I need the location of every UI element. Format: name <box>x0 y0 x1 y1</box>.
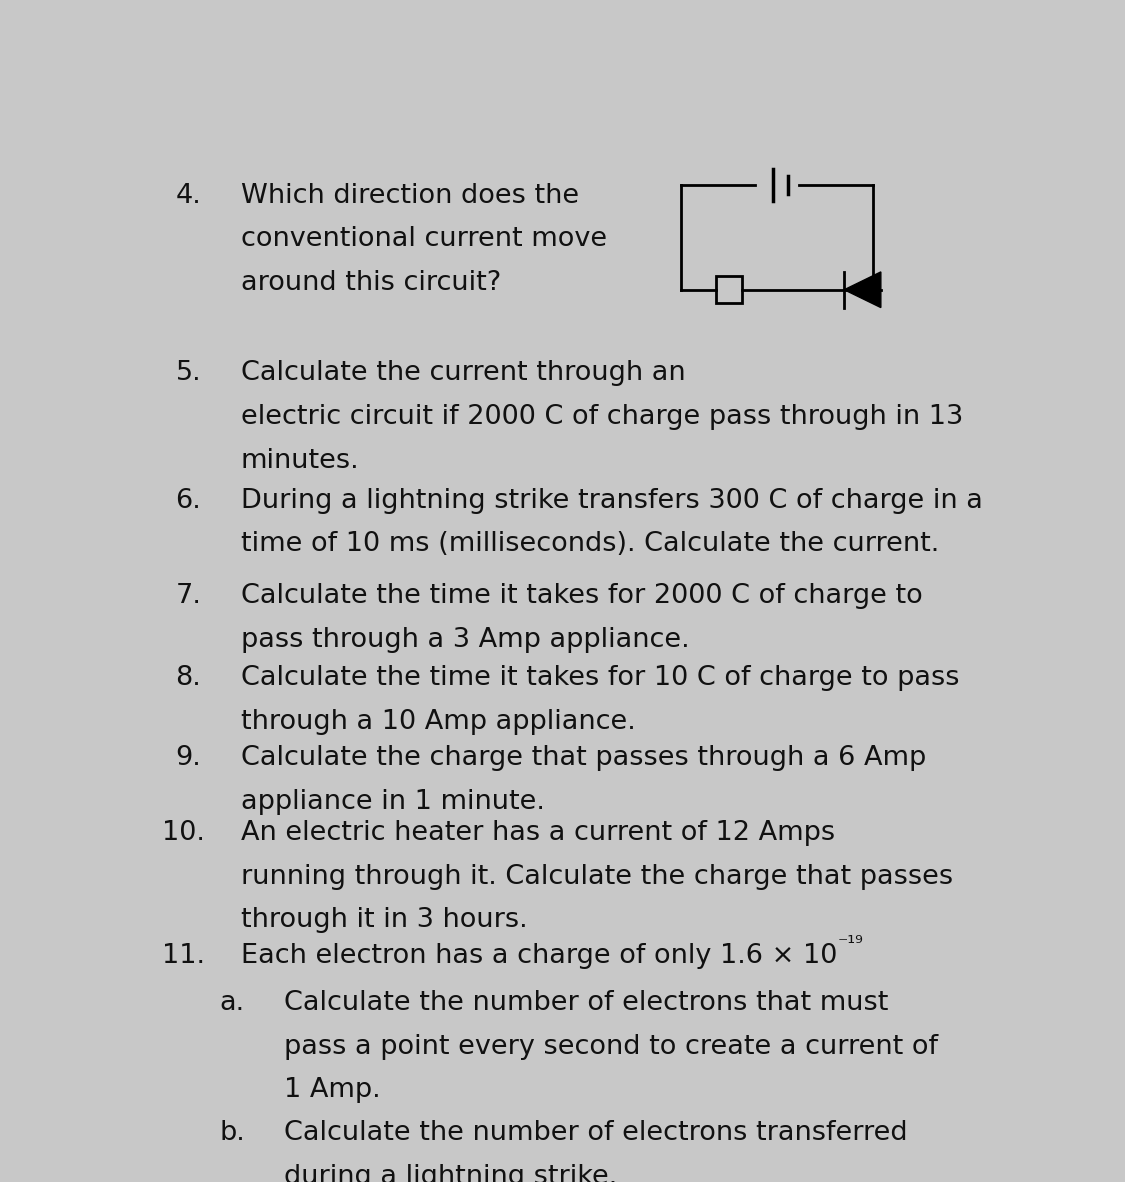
Text: Calculate the charge that passes through a 6 Amp: Calculate the charge that passes through… <box>241 746 926 772</box>
Text: during a lightning strike.: during a lightning strike. <box>285 1164 618 1182</box>
Text: Calculate the number of electrons that must: Calculate the number of electrons that m… <box>285 991 889 1017</box>
Text: 9.: 9. <box>176 746 201 772</box>
Polygon shape <box>844 272 881 307</box>
Text: electric circuit if 2000 C of charge pass through in 13: electric circuit if 2000 C of charge pas… <box>241 404 963 430</box>
Text: During a lightning strike transfers 300 C of charge in a: During a lightning strike transfers 300 … <box>241 488 983 514</box>
Text: 1 Amp.: 1 Amp. <box>285 1078 381 1104</box>
Text: Calculate the time it takes for 10 C of charge to pass: Calculate the time it takes for 10 C of … <box>241 665 960 691</box>
Text: through it in 3 hours.: through it in 3 hours. <box>241 908 528 934</box>
Text: 6.: 6. <box>176 488 201 514</box>
Text: time of 10 ms (milliseconds). Calculate the current.: time of 10 ms (milliseconds). Calculate … <box>241 532 939 558</box>
Text: around this circuit?: around this circuit? <box>241 271 501 297</box>
Text: 8.: 8. <box>176 665 201 691</box>
Text: running through it. Calculate the charge that passes: running through it. Calculate the charge… <box>241 864 953 890</box>
Text: b.: b. <box>219 1121 245 1147</box>
Text: Calculate the current through an: Calculate the current through an <box>241 361 685 387</box>
Text: Calculate the time it takes for 2000 C of charge to: Calculate the time it takes for 2000 C o… <box>241 583 922 609</box>
Text: 7.: 7. <box>176 583 201 609</box>
Text: a.: a. <box>219 991 244 1017</box>
Text: pass through a 3 Amp appliance.: pass through a 3 Amp appliance. <box>241 626 690 652</box>
Text: pass a point every second to create a current of: pass a point every second to create a cu… <box>285 1034 938 1060</box>
Text: conventional current move: conventional current move <box>241 227 608 253</box>
Text: appliance in 1 minute.: appliance in 1 minute. <box>241 788 544 814</box>
Text: 11.: 11. <box>162 943 206 969</box>
Bar <box>716 277 742 304</box>
Text: 5.: 5. <box>176 361 201 387</box>
Text: 4.: 4. <box>176 183 201 209</box>
Text: Calculate the number of electrons transferred: Calculate the number of electrons transf… <box>285 1121 908 1147</box>
Text: ⁻¹⁹: ⁻¹⁹ <box>837 934 863 953</box>
Text: minutes.: minutes. <box>241 448 360 474</box>
Text: through a 10 Amp appliance.: through a 10 Amp appliance. <box>241 709 636 735</box>
Text: An electric heater has a current of 12 Amps: An electric heater has a current of 12 A… <box>241 820 835 846</box>
Text: Which direction does the: Which direction does the <box>241 183 579 209</box>
Text: 10.: 10. <box>162 820 205 846</box>
Text: Each electron has a charge of only 1.6 × 10: Each electron has a charge of only 1.6 ×… <box>241 943 837 969</box>
